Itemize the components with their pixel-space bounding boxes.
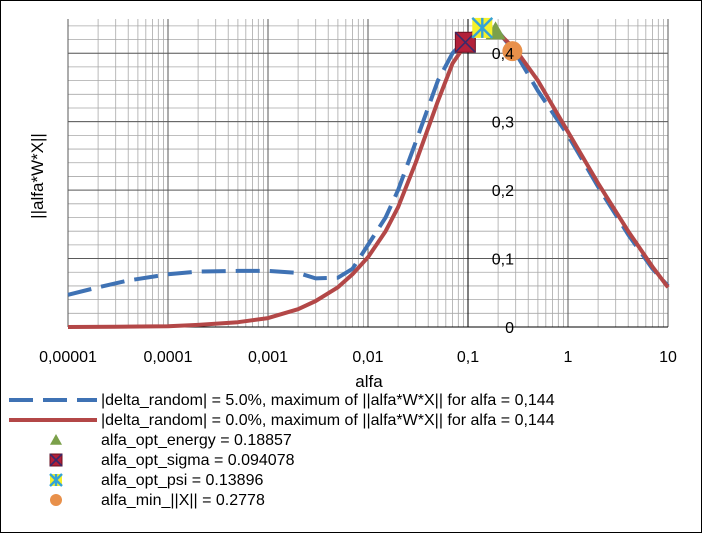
circle-shape — [50, 494, 62, 506]
x-tick-label: 0,01 — [352, 349, 383, 366]
legend-item: alfa_opt_sigma = 0.094078 — [49, 452, 295, 469]
y-tick-label: 0,3 — [492, 115, 514, 132]
y-tick-label: 0,2 — [492, 183, 514, 200]
legend-swatch-triangle — [50, 434, 62, 445]
legend-item: |delta_random| = 0.0%, maximum of ||alfa… — [9, 412, 555, 429]
x-tick-label: 10 — [659, 349, 677, 366]
legend-item: alfa_opt_psi = 0.13896 — [49, 472, 263, 489]
legend-item: alfa_opt_energy = 0.18857 — [50, 432, 292, 449]
legend-label: |delta_random| = 0.0%, maximum of ||alfa… — [101, 412, 555, 429]
y-tick-label: 0,1 — [492, 252, 514, 269]
legend-swatch-star — [49, 473, 63, 487]
triangle-shape — [50, 434, 62, 445]
y-tick-label: 0 — [505, 320, 514, 337]
x-tick-labels: 0,00001 0,0001 0,001 0,01 0,1 1 10 — [39, 349, 677, 366]
legend-label: alfa_opt_psi = 0.13896 — [101, 472, 263, 489]
special-markers — [454, 17, 523, 62]
x-tick-label: 0,0001 — [144, 349, 193, 366]
circle-shape — [502, 41, 523, 62]
x-axis-label: alfa — [355, 372, 383, 391]
legend-item: alfa_min_||X|| = 0.2778 — [50, 492, 265, 509]
legend-swatch-circle — [50, 494, 62, 506]
legend: |delta_random| = 5.0%, maximum of ||alfa… — [9, 392, 555, 509]
series-line-delta-5pct — [67, 25, 670, 297]
series-lines — [67, 25, 670, 329]
legend-swatch-square-x — [49, 453, 63, 467]
y-axis-label: ||alfa*W*X|| — [28, 133, 47, 219]
y-tick-label: 0,4 — [492, 46, 514, 63]
legend-label: alfa_min_||X|| = 0.2778 — [101, 492, 265, 509]
legend-item: |delta_random| = 5.0%, maximum of ||alfa… — [9, 392, 555, 409]
marker-square-x — [454, 31, 476, 53]
legend-label: alfa_opt_energy = 0.18857 — [101, 432, 292, 449]
legend-label: |delta_random| = 5.0%, maximum of ||alfa… — [101, 392, 555, 409]
legend-label: alfa_opt_sigma = 0.094078 — [101, 452, 295, 469]
marker-circle — [502, 41, 523, 62]
cross-line — [49, 453, 63, 467]
x-tick-label: 0,00001 — [39, 349, 97, 366]
x-tick-label: 1 — [564, 349, 573, 366]
x-tick-label: 0,1 — [457, 349, 479, 366]
series-line-delta-0pct — [67, 29, 670, 329]
marker-star — [471, 17, 494, 39]
y-tick-labels: 0 0,1 0,2 0,3 0,4 — [492, 46, 514, 337]
x-tick-label: 0,001 — [248, 349, 288, 366]
cross-line — [454, 31, 476, 53]
